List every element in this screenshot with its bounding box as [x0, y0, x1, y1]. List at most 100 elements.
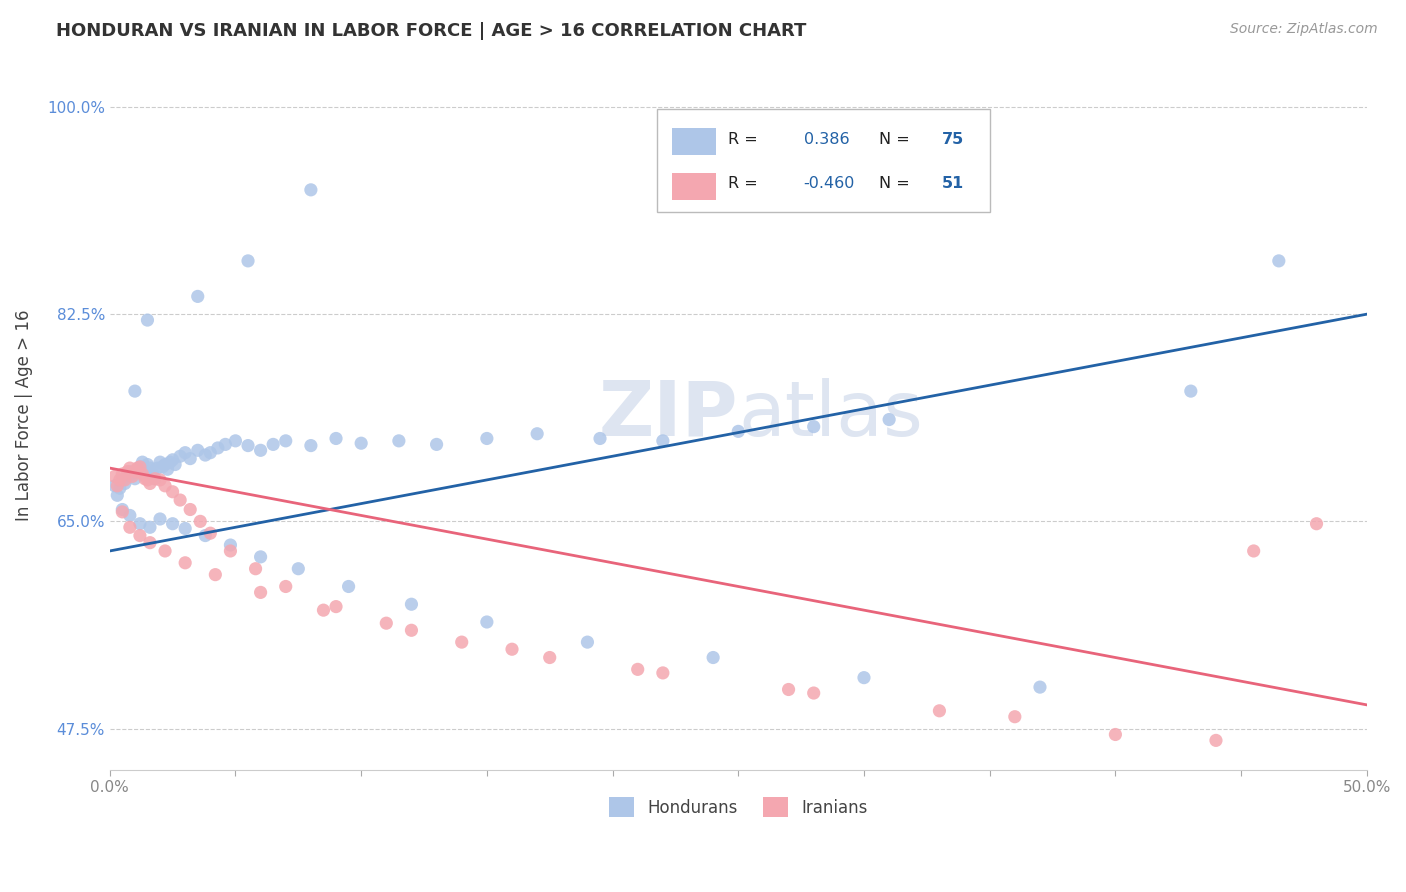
- FancyBboxPatch shape: [672, 128, 716, 155]
- Text: N =: N =: [879, 132, 915, 146]
- Point: [108, 481, 131, 495]
- Text: HONDURAN VS IRANIAN IN LABOR FORCE | AGE > 16 CORRELATION CHART: HONDURAN VS IRANIAN IN LABOR FORCE | AGE…: [56, 22, 807, 40]
- Point: [141, 467, 163, 481]
- Legend: Hondurans, Iranians: Hondurans, Iranians: [600, 789, 876, 826]
- Point: [1004, 709, 1026, 723]
- Point: [139, 535, 162, 549]
- Point: [134, 472, 156, 486]
- Point: [1104, 727, 1126, 741]
- Point: [589, 432, 612, 446]
- Point: [136, 473, 159, 487]
- Point: [299, 183, 322, 197]
- Point: [174, 521, 197, 535]
- Text: R =: R =: [728, 132, 763, 146]
- Point: [143, 472, 166, 486]
- Point: [162, 452, 184, 467]
- Point: [174, 445, 197, 459]
- Point: [194, 448, 217, 462]
- Point: [104, 469, 127, 483]
- Point: [117, 469, 139, 483]
- Point: [159, 455, 181, 469]
- Point: [131, 467, 153, 481]
- Point: [475, 432, 498, 446]
- Point: [401, 597, 423, 611]
- Point: [401, 624, 423, 638]
- Point: [651, 434, 673, 448]
- Point: [325, 599, 347, 614]
- Point: [651, 665, 673, 680]
- Point: [129, 459, 152, 474]
- Point: [337, 579, 360, 593]
- Point: [139, 461, 162, 475]
- Point: [174, 556, 197, 570]
- Point: [224, 434, 246, 448]
- Point: [375, 616, 398, 631]
- Point: [249, 549, 271, 564]
- Point: [136, 458, 159, 472]
- Point: [118, 465, 141, 479]
- Point: [165, 458, 187, 472]
- Point: [350, 436, 373, 450]
- Y-axis label: In Labor Force | Age > 16: In Labor Force | Age > 16: [15, 309, 32, 521]
- Point: [118, 508, 141, 523]
- Point: [143, 472, 166, 486]
- Point: [187, 443, 209, 458]
- Point: [169, 493, 191, 508]
- Point: [117, 465, 139, 479]
- Point: [1243, 544, 1265, 558]
- Point: [111, 505, 134, 519]
- Point: [312, 603, 335, 617]
- Point: [388, 434, 411, 448]
- Point: [249, 443, 271, 458]
- Point: [219, 538, 242, 552]
- Point: [105, 479, 128, 493]
- Text: Source: ZipAtlas.com: Source: ZipAtlas.com: [1230, 22, 1378, 37]
- Point: [149, 473, 172, 487]
- Point: [450, 635, 472, 649]
- Text: -0.460: -0.460: [804, 177, 855, 192]
- Point: [702, 650, 724, 665]
- Point: [627, 662, 650, 676]
- Point: [299, 439, 322, 453]
- Point: [127, 461, 149, 475]
- Point: [162, 516, 184, 531]
- Point: [325, 432, 347, 446]
- Point: [1180, 384, 1202, 398]
- Point: [1029, 680, 1052, 694]
- Point: [853, 671, 876, 685]
- Point: [111, 502, 134, 516]
- FancyBboxPatch shape: [657, 110, 990, 212]
- Point: [136, 313, 159, 327]
- Point: [200, 526, 222, 541]
- Point: [1305, 516, 1327, 531]
- Point: [114, 476, 136, 491]
- FancyBboxPatch shape: [672, 172, 716, 200]
- Point: [274, 579, 297, 593]
- Point: [219, 544, 242, 558]
- Point: [153, 544, 176, 558]
- Point: [124, 384, 146, 398]
- Point: [1268, 253, 1291, 268]
- Point: [245, 562, 267, 576]
- Point: [127, 463, 149, 477]
- Point: [877, 412, 900, 426]
- Point: [475, 615, 498, 629]
- Point: [169, 449, 191, 463]
- Point: [188, 514, 211, 528]
- Text: N =: N =: [879, 177, 915, 192]
- Text: 75: 75: [942, 132, 965, 146]
- Point: [426, 437, 449, 451]
- Point: [111, 467, 134, 481]
- Point: [152, 459, 174, 474]
- Point: [214, 437, 236, 451]
- Point: [153, 458, 176, 472]
- Point: [501, 642, 523, 657]
- Point: [274, 434, 297, 448]
- Point: [187, 289, 209, 303]
- Point: [200, 445, 222, 459]
- Point: [118, 461, 141, 475]
- Point: [108, 473, 131, 487]
- Point: [104, 479, 127, 493]
- Point: [249, 585, 271, 599]
- Point: [139, 520, 162, 534]
